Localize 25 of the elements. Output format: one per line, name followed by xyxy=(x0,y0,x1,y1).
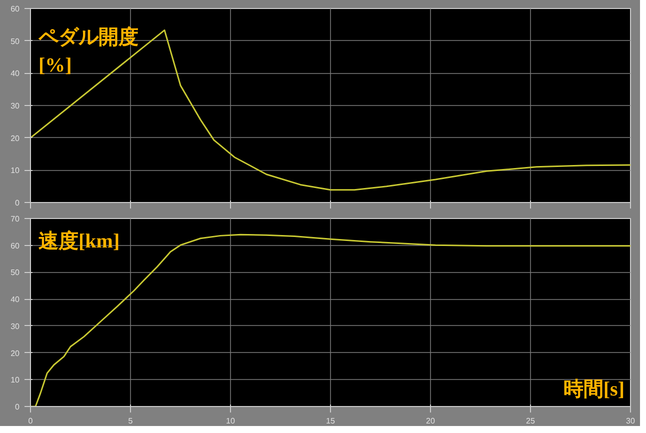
y-tick-label: 40 xyxy=(10,69,20,78)
x-tick-label: 25 xyxy=(526,416,536,426)
x-tick-label: 20 xyxy=(426,416,436,426)
y-tick-label: 30 xyxy=(10,322,20,331)
y-tick-label: 30 xyxy=(10,102,20,110)
y-tick-label: 10 xyxy=(10,376,20,385)
y-tick-label: 0 xyxy=(15,402,20,412)
y-tick-label: 70 xyxy=(10,214,20,224)
y-tick-label: 40 xyxy=(10,295,20,304)
y-tick-label: 50 xyxy=(10,268,20,278)
y-tick-label: 60 xyxy=(10,4,20,14)
y-tick-label: 0 xyxy=(15,198,20,208)
x-tick-label: 5 xyxy=(128,416,134,426)
x-tick-label: 10 xyxy=(226,416,236,426)
y-axis-title: ペダル開度 [%] xyxy=(38,26,138,76)
y-tick-label: 20 xyxy=(10,348,20,358)
y-axis-title: 速度[km] xyxy=(38,230,120,252)
y-tick-label: 20 xyxy=(10,134,20,143)
x-tick-label: 0 xyxy=(28,416,34,426)
x-tick-label: 30 xyxy=(626,416,636,426)
x-tick-label: 15 xyxy=(326,416,336,426)
y-tick-label: 50 xyxy=(10,36,20,46)
y-tick-label: 60 xyxy=(10,241,20,250)
x-axis-title: 時間[s] xyxy=(563,378,625,400)
y-tick-label: 10 xyxy=(10,166,20,176)
